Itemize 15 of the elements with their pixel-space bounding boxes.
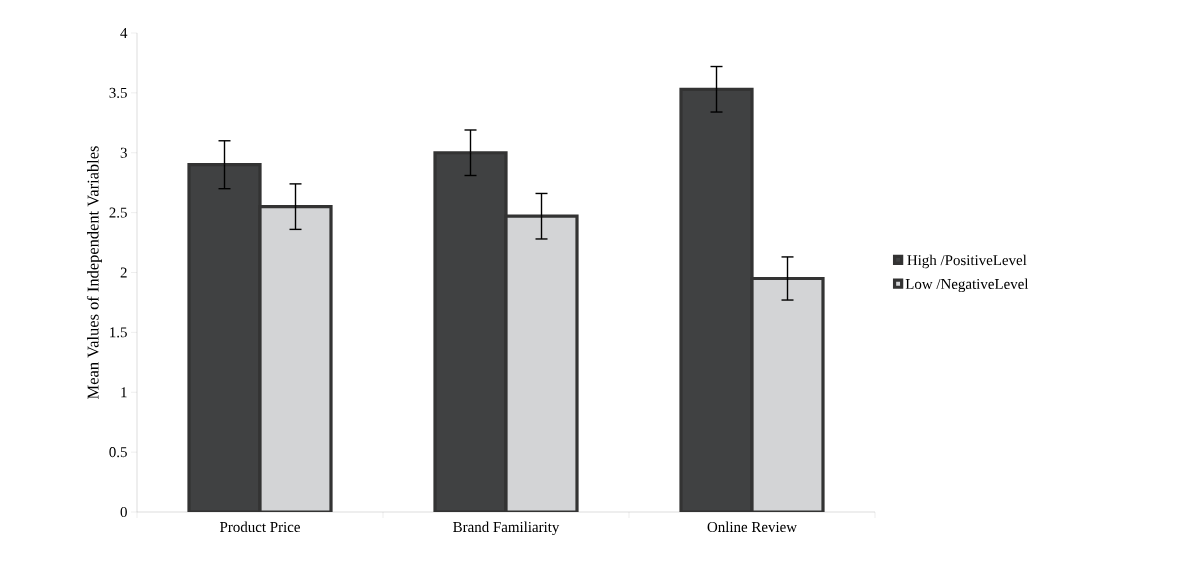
y-tick-label: 2 (120, 267, 127, 278)
legend-label: High /PositiveLevel (907, 254, 1027, 269)
y-tick-label: 2.5 (109, 207, 127, 218)
y-tick-label: 1 (121, 387, 127, 398)
legend-label: Low /NegativeLevel (905, 278, 1029, 293)
y-axis-title: Mean Values of Independent Variables (86, 146, 102, 399)
x-tick-label: Brand Familiarity (453, 521, 560, 536)
y-tick-label: 0.5 (109, 447, 127, 458)
x-tick-label: Online Review (707, 521, 797, 533)
y-tick-label: 0 (120, 506, 127, 518)
y-tick-label: 3 (120, 147, 127, 158)
y-tick-label: 1.5 (110, 327, 127, 338)
y-tick-label: 3.5 (109, 87, 127, 98)
x-tick-label: Product Price (219, 521, 300, 533)
y-tick-label: 4 (120, 28, 128, 38)
